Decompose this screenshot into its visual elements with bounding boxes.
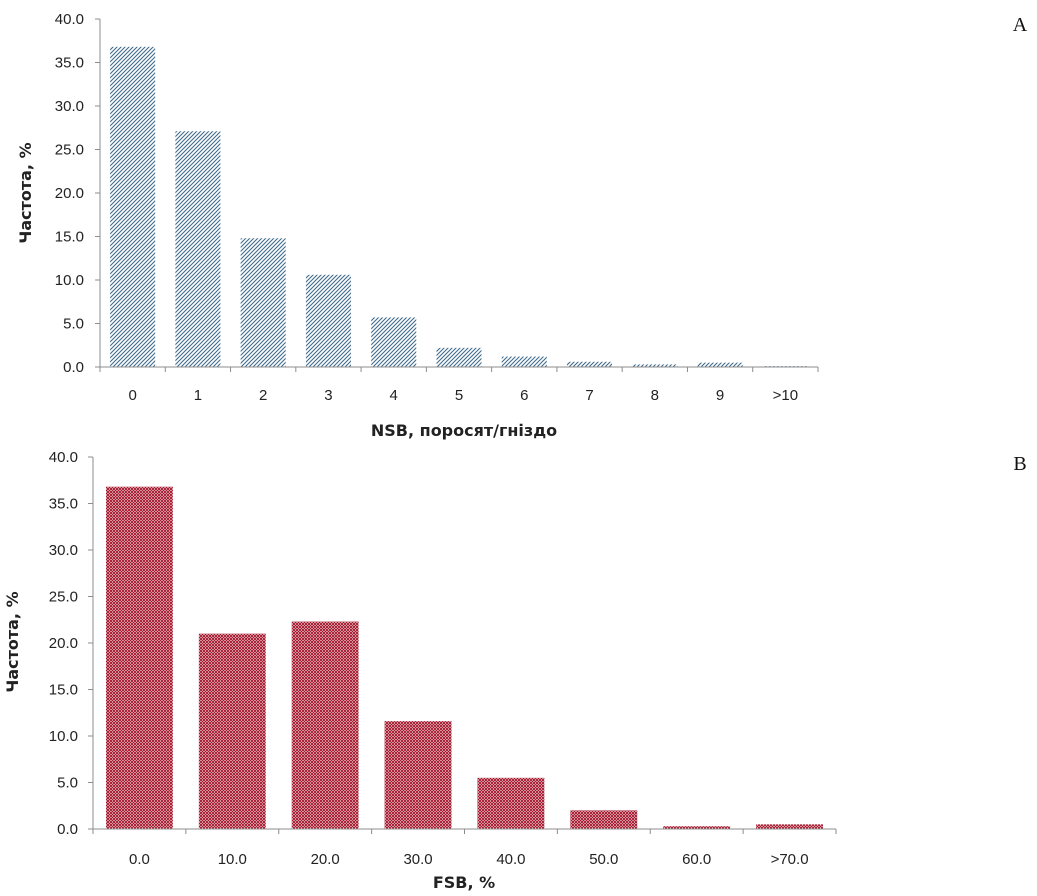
x-tick-label-b: 10.0 xyxy=(218,851,247,868)
x-tick-label-a: 7 xyxy=(585,387,593,404)
bar-a xyxy=(697,362,743,367)
y-tick-label-a: 25.0 xyxy=(55,142,84,159)
bar-b xyxy=(384,721,452,829)
panel-label-b: B xyxy=(1013,453,1026,475)
x-tick-label-a: 2 xyxy=(259,387,267,404)
y-tick-label-b: 5.0 xyxy=(57,775,78,792)
y-tick-label-a: 5.0 xyxy=(63,316,84,333)
x-tick-label-b: 50.0 xyxy=(589,851,618,868)
bar-a xyxy=(501,356,547,367)
y-tick-label-b: 30.0 xyxy=(49,542,78,559)
y-tick-label-a: 15.0 xyxy=(55,229,84,246)
bar-b xyxy=(198,633,266,829)
x-tick-label-a: 4 xyxy=(390,387,398,404)
bar-a xyxy=(110,46,156,368)
bar-b xyxy=(756,824,823,829)
chart-panel-a: Частота, % NSB, поросят/гніздо A 0.0 5.0 1… xyxy=(16,11,1028,440)
x-tick-label-b: 0.0 xyxy=(129,851,150,868)
y-axis-title-a: Частота, % xyxy=(16,142,35,243)
y-tick-label-a: 0.0 xyxy=(63,359,84,376)
x-tick-label-b: 20.0 xyxy=(311,851,340,868)
y-tick-label-b: 25.0 xyxy=(49,589,78,606)
y-tick-label-b: 35.0 xyxy=(49,496,78,513)
x-tick-label-a: 0 xyxy=(128,387,136,404)
bar-a xyxy=(175,131,221,367)
x-tick-label-b: 40.0 xyxy=(496,851,525,868)
y-axis-title-b: Частота, % xyxy=(3,591,22,692)
bar-a xyxy=(240,238,286,367)
bar-a xyxy=(632,364,678,367)
y-tick-label-b: 40.0 xyxy=(49,449,78,466)
x-axis-title-a: NSB, поросят/гніздо xyxy=(371,421,557,440)
y-tick-label-b: 10.0 xyxy=(49,728,78,745)
x-tick-label-b: >70.0 xyxy=(771,851,809,868)
x-tick-label-a: 8 xyxy=(651,387,659,404)
y-tick-label-a: 10.0 xyxy=(55,272,84,289)
y-tick-label-a: 40.0 xyxy=(55,11,84,28)
bar-a xyxy=(305,274,351,367)
bar-b xyxy=(477,777,545,829)
y-tick-label-b: 20.0 xyxy=(49,635,78,652)
bar-b xyxy=(570,810,638,829)
x-tick-label-b: 60.0 xyxy=(682,851,711,868)
bar-b xyxy=(663,826,731,829)
bar-b xyxy=(106,486,173,829)
y-tick-label-a: 20.0 xyxy=(55,185,84,202)
y-tick-label-a: 35.0 xyxy=(55,55,84,72)
x-tick-label-a: 5 xyxy=(455,387,463,404)
x-axis-title-b: FSB, % xyxy=(433,873,495,892)
bar-a xyxy=(567,361,613,367)
chart-panel-b: Частота, % FSB, % B 0.0 5.0 10.0 15.0 20.0 25… xyxy=(3,449,1027,892)
y-tick-label-a: 30.0 xyxy=(55,98,84,115)
y-tick-label-b: 0.0 xyxy=(57,821,78,838)
x-tick-label-a: 9 xyxy=(716,387,724,404)
bar-a xyxy=(436,347,482,367)
x-tick-label-a: 3 xyxy=(324,387,332,404)
x-tick-label-a: 6 xyxy=(520,387,528,404)
y-tick-label-b: 15.0 xyxy=(49,682,78,699)
x-tick-label-b: 30.0 xyxy=(403,851,432,868)
x-tick-label-a: 1 xyxy=(194,387,202,404)
x-tick-label-a: >10 xyxy=(773,387,798,404)
panel-label-a: A xyxy=(1013,14,1028,36)
bar-a xyxy=(371,317,417,367)
bar-b xyxy=(291,621,359,829)
